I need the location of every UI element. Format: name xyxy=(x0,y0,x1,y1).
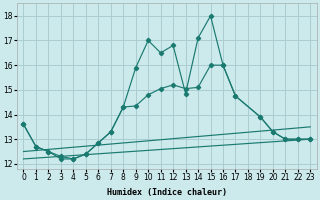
X-axis label: Humidex (Indice chaleur): Humidex (Indice chaleur) xyxy=(107,188,227,197)
